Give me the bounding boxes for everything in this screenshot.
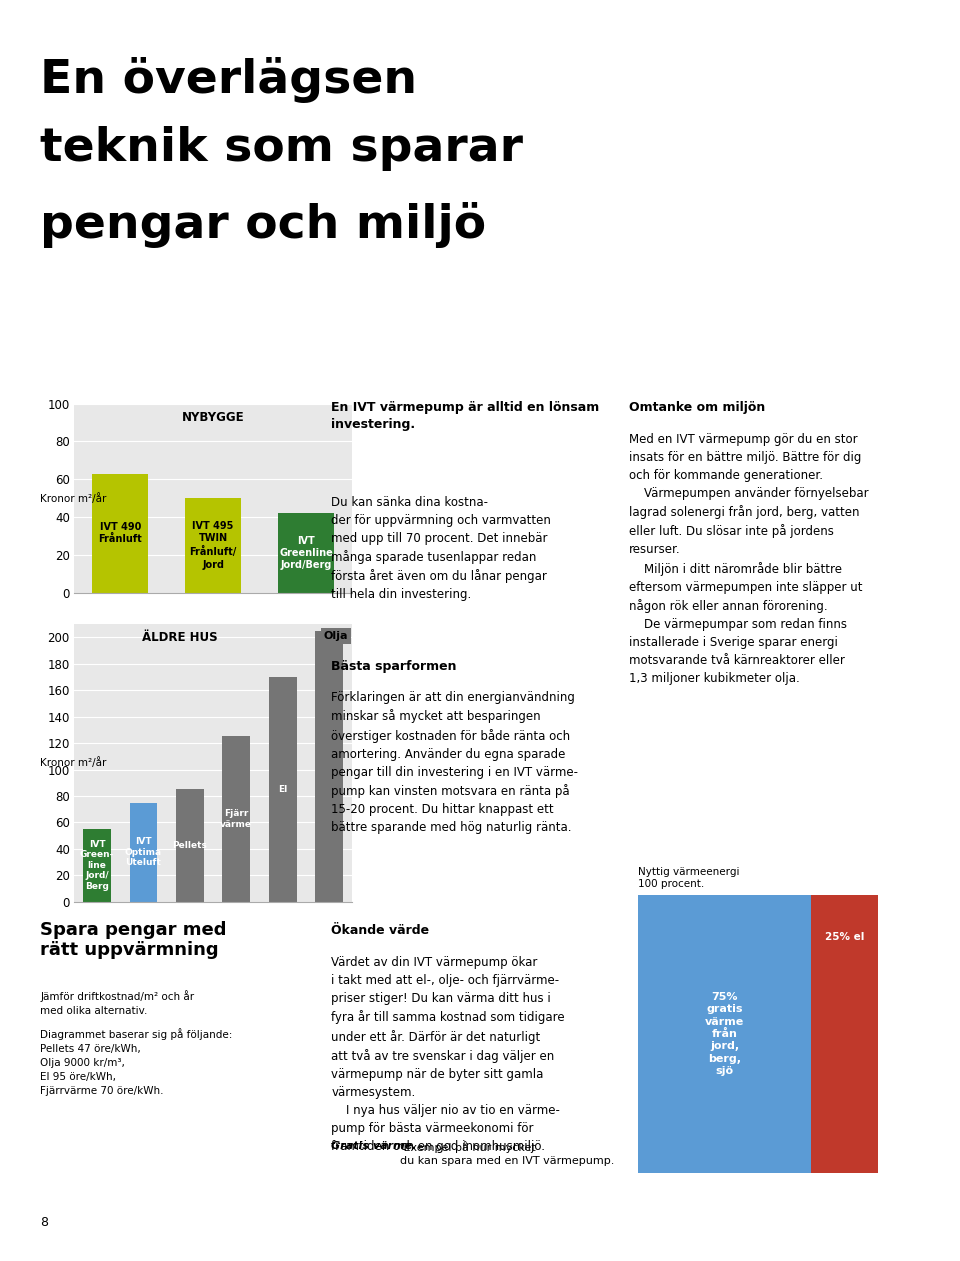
- Text: Nyttig värmeenergi
100 procent.: Nyttig värmeenergi 100 procent.: [638, 866, 740, 889]
- Bar: [84, 828, 111, 902]
- Bar: [315, 630, 343, 902]
- Text: Kronor m²/år: Kronor m²/år: [40, 493, 107, 503]
- Text: En IVT värmepump är alltid en lönsam
investering.: En IVT värmepump är alltid en lönsam inv…: [331, 401, 599, 431]
- Text: pengar och miljö: pengar och miljö: [40, 202, 487, 247]
- Bar: [130, 802, 157, 902]
- Text: 25% el: 25% el: [825, 932, 865, 942]
- Text: Bästa sparformen: Bästa sparformen: [331, 660, 457, 672]
- Text: IVT
Greenline
Jord/Berg: IVT Greenline Jord/Berg: [279, 536, 333, 570]
- Text: IVT 495
TWIN
Frånluft/
Jord: IVT 495 TWIN Frånluft/ Jord: [189, 521, 237, 570]
- Text: IVT
Optima
Uteluft: IVT Optima Uteluft: [125, 837, 162, 868]
- Text: IVT 490
Frånluft: IVT 490 Frånluft: [99, 522, 142, 545]
- Bar: [92, 473, 148, 593]
- Text: Exempel på hur mycket
du kan spara med en IVT värmepump.: Exempel på hur mycket du kan spara med e…: [400, 1141, 614, 1166]
- Text: Fjärr
värme: Fjärr värme: [220, 810, 252, 828]
- Text: Spara pengar med
rätt uppvärmning: Spara pengar med rätt uppvärmning: [40, 921, 227, 960]
- Text: 8: 8: [40, 1217, 48, 1229]
- Bar: [185, 498, 241, 593]
- Text: Gratis värme.: Gratis värme.: [331, 1141, 417, 1151]
- Bar: [269, 677, 297, 902]
- Bar: [811, 895, 878, 1173]
- Text: Med en IVT värmepump gör du en stor
insats för en bättre miljö. Bättre för dig
o: Med en IVT värmepump gör du en stor insa…: [629, 433, 869, 685]
- Bar: [638, 895, 811, 1173]
- Text: Pellets: Pellets: [173, 841, 207, 850]
- Text: Förklaringen är att din energianvändning
minskar så mycket att besparingen
övers: Förklaringen är att din energianvändning…: [331, 691, 578, 835]
- Text: teknik som sparar: teknik som sparar: [40, 126, 523, 171]
- Text: ÄLDRE HUS: ÄLDRE HUS: [142, 630, 218, 644]
- Text: El: El: [278, 784, 287, 794]
- Text: Du kan sänka dina kostna-
der för uppvärmning och varmvatten
med upp till 70 pro: Du kan sänka dina kostna- der för uppvär…: [331, 496, 551, 601]
- Bar: [176, 789, 204, 902]
- Text: Omtanke om miljön: Omtanke om miljön: [629, 401, 765, 414]
- Text: NYBYGGE: NYBYGGE: [181, 411, 245, 424]
- Text: En överlägsen: En överlägsen: [40, 57, 418, 102]
- Bar: [223, 736, 251, 902]
- Text: Jämför driftkostnad/m² och år
med olika alternativ.: Jämför driftkostnad/m² och år med olika …: [40, 990, 195, 1016]
- Text: Olja: Olja: [324, 630, 348, 641]
- Text: IVT
Green-
line
Jord/
Berg: IVT Green- line Jord/ Berg: [80, 840, 114, 890]
- Text: Värdet av din IVT värmepump ökar
i takt med att el-, olje- och fjärrvärme-
prise: Värdet av din IVT värmepump ökar i takt …: [331, 956, 564, 1154]
- Text: 75%
gratis
värme
från
jord,
berg,
sjö: 75% gratis värme från jord, berg, sjö: [706, 991, 744, 1077]
- Text: Ökande värde: Ökande värde: [331, 924, 429, 937]
- Text: Kronor m²/år: Kronor m²/år: [40, 758, 107, 768]
- Text: Diagrammet baserar sig på följande:
Pellets 47 öre/kWh,
Olja 9000 kr/m³,
El 95 ö: Diagrammet baserar sig på följande: Pell…: [40, 1028, 232, 1096]
- Bar: [278, 513, 334, 593]
